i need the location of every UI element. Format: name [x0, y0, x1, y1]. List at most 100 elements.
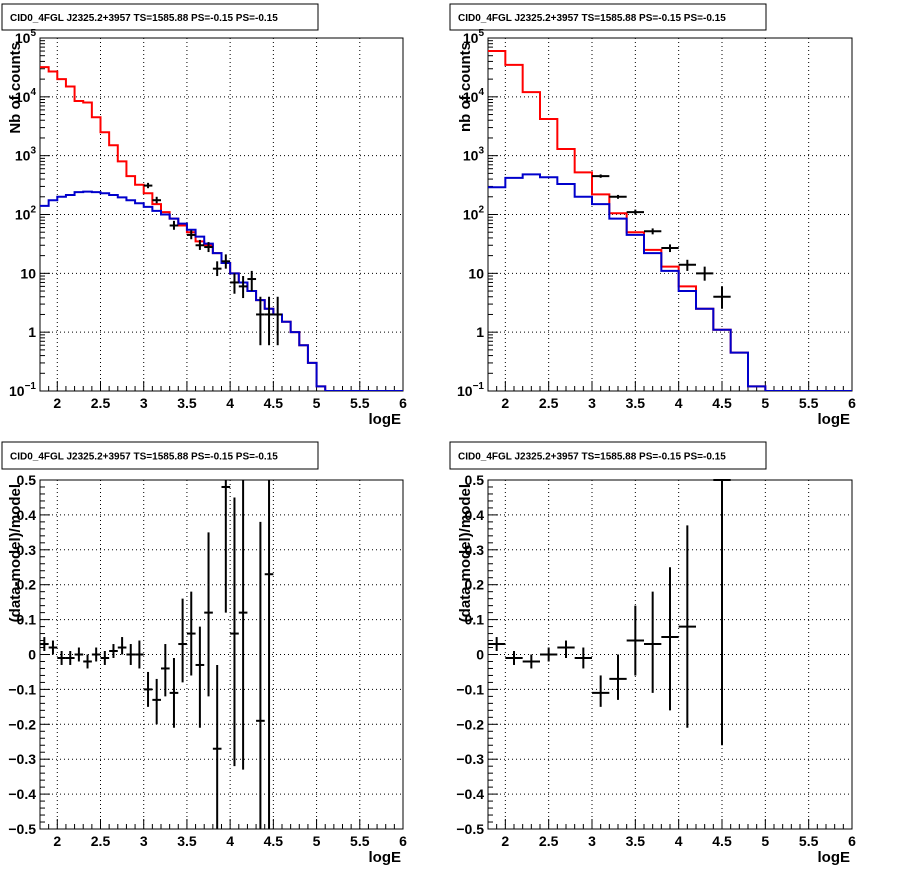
x-tick-label: 6 — [848, 833, 856, 849]
y-tick-label: 1 — [28, 324, 36, 340]
panel-top-left: CID0_4FGL J2325.2+3957 TS=1585.88 PS=-0.… — [1, 3, 407, 428]
data-point — [221, 254, 231, 269]
data-layer — [40, 66, 403, 391]
y-tick-label: 0.3 — [17, 542, 37, 558]
x-tick-label: 2.5 — [539, 833, 559, 849]
y-tick-mantissa: 10 — [20, 265, 36, 281]
y-tick-exponent: 4 — [30, 87, 36, 98]
residual-point — [117, 637, 127, 655]
y-tick-exponent: −1 — [25, 381, 37, 392]
total-model-histogram — [488, 50, 852, 391]
x-tick-label: 2 — [501, 395, 509, 411]
data-point — [169, 220, 179, 230]
x-tick-label: 5.5 — [799, 395, 819, 411]
plot-frame — [487, 37, 853, 392]
residual-point — [661, 567, 679, 711]
y-tick-label: 10−1 — [457, 381, 484, 399]
data-point — [661, 244, 679, 253]
x-tick-label: 5 — [313, 833, 321, 849]
residual-point — [74, 647, 84, 662]
residual-point — [126, 644, 136, 665]
y-tick-label: −0.4 — [456, 786, 484, 802]
x-axis-label: logE — [818, 849, 851, 866]
x-tick-label: 6 — [399, 833, 407, 849]
y-tick-exponent: 3 — [478, 146, 484, 157]
x-tick-label: 5 — [313, 395, 321, 411]
y-tick-mantissa: 10 — [463, 89, 479, 105]
residual-point — [186, 591, 196, 676]
x-ticks — [487, 819, 853, 829]
residual-point — [256, 521, 265, 829]
residual-point — [83, 654, 92, 669]
x-tick-label: 4.5 — [712, 395, 732, 411]
y-axis-label: nb of counts — [457, 42, 474, 132]
y-axis-label: (data-model)/model — [457, 484, 474, 622]
residual-point — [505, 651, 523, 665]
data-point — [256, 296, 265, 346]
chart-title: CID0_4FGL J2325.2+3957 TS=1585.88 PS=-0.… — [10, 452, 278, 463]
y-tick-label: 10−1 — [9, 381, 36, 399]
residual-point — [522, 654, 540, 669]
y-tick-mantissa: 10 — [15, 207, 31, 223]
y-tick-label: 0.1 — [465, 612, 485, 628]
title-box — [1, 441, 319, 470]
residual-point — [626, 605, 644, 676]
y-tick-label: −0.1 — [8, 681, 36, 697]
y-tick-label: 0 — [476, 647, 484, 663]
data-point — [273, 296, 282, 346]
data-layer — [488, 479, 731, 746]
x-tick-label: 4 — [226, 833, 234, 849]
residual-point — [540, 647, 558, 662]
y-tick-label: −0.2 — [456, 716, 484, 732]
x-axis-label: logE — [369, 411, 402, 428]
residual-point — [109, 644, 118, 658]
grid — [488, 37, 853, 392]
y-tick-label: 102 — [463, 205, 485, 223]
chart-title: CID0_4FGL J2325.2+3957 TS=1585.88 PS=-0.… — [458, 452, 726, 463]
x-tick-label: 4 — [226, 395, 234, 411]
y-axis-label: Nb of counts — [7, 42, 24, 134]
y-tick-label: 0.3 — [465, 542, 485, 558]
residual-point — [169, 657, 179, 728]
residual-point — [713, 479, 731, 746]
data-point — [644, 228, 662, 235]
residual-point — [678, 525, 696, 728]
x-tick-label: 5.5 — [799, 833, 819, 849]
x-tick-label: 3 — [140, 833, 148, 849]
residual-point — [40, 637, 49, 652]
residual-point — [557, 640, 575, 658]
y-ticks — [40, 37, 50, 392]
data-point — [186, 230, 196, 240]
x-ticks — [487, 381, 853, 391]
x-tick-label: 2.5 — [91, 395, 111, 411]
y-tick-mantissa: 10 — [463, 30, 479, 46]
data-point — [152, 196, 161, 204]
residual-point — [204, 532, 213, 697]
x-tick-label: 6 — [848, 395, 856, 411]
y-tick-exponent: 4 — [478, 87, 484, 98]
residual-point — [212, 664, 222, 829]
panel-top-right: CID0_4FGL J2325.2+3957 TS=1585.88 PS=-0.… — [449, 3, 856, 428]
residual-point — [65, 651, 75, 665]
y-tick-label: 0 — [28, 647, 36, 663]
data-layer — [40, 480, 274, 829]
x-tick-label: 3.5 — [177, 833, 197, 849]
y-ticks — [488, 479, 498, 830]
y-tick-mantissa: 10 — [15, 89, 31, 105]
data-point — [592, 174, 610, 178]
y-tick-label: 103 — [463, 146, 485, 164]
residual-point — [592, 675, 610, 707]
x-tick-label: 6 — [399, 395, 407, 411]
grid — [40, 37, 404, 392]
y-ticks — [488, 37, 498, 392]
data-point — [678, 259, 696, 271]
x-tick-label: 2.5 — [91, 833, 111, 849]
data-point — [143, 182, 153, 189]
total-model-histogram — [40, 66, 403, 391]
x-tick-label: 5.5 — [350, 395, 370, 411]
x-tick-label: 3.5 — [177, 395, 197, 411]
x-tick-label: 3 — [140, 395, 148, 411]
residual-point — [178, 598, 187, 683]
y-tick-label: 105 — [463, 28, 485, 46]
